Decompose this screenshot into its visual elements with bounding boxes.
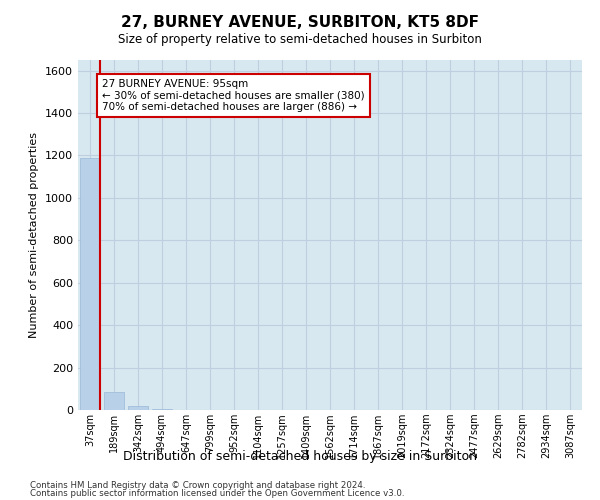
Text: Contains public sector information licensed under the Open Government Licence v3: Contains public sector information licen… [30,488,404,498]
Text: 27 BURNEY AVENUE: 95sqm
← 30% of semi-detached houses are smaller (380)
70% of s: 27 BURNEY AVENUE: 95sqm ← 30% of semi-de… [102,79,365,112]
Text: Contains HM Land Registry data © Crown copyright and database right 2024.: Contains HM Land Registry data © Crown c… [30,481,365,490]
Bar [80,158,100,410]
Text: 27, BURNEY AVENUE, SURBITON, KT5 8DF: 27, BURNEY AVENUE, SURBITON, KT5 8DF [121,15,479,30]
Text: Distribution of semi-detached houses by size in Surbiton: Distribution of semi-detached houses by … [123,450,477,463]
Bar [104,392,124,410]
Text: Size of property relative to semi-detached houses in Surbiton: Size of property relative to semi-detach… [118,32,482,46]
Bar [128,406,148,410]
Y-axis label: Number of semi-detached properties: Number of semi-detached properties [29,132,40,338]
